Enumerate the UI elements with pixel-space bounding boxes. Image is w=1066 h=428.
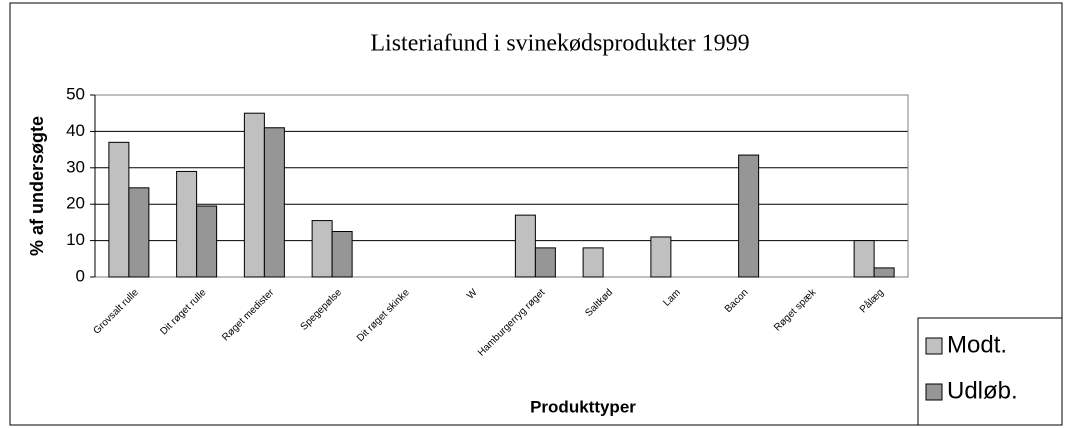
bar: [650, 236, 672, 278]
bar: [738, 154, 760, 278]
y-tick-label: 20: [66, 194, 85, 213]
y-tick-label: 0: [76, 266, 85, 285]
chart-border: [9, 2, 1063, 426]
legend-box: [917, 317, 1063, 426]
bar: [331, 231, 353, 278]
bar: [176, 170, 198, 278]
legend-swatch: [925, 337, 943, 355]
y-tick-label: 10: [66, 230, 85, 249]
chart-title: Listeriafund i svinekødsprodukter 1999: [370, 31, 749, 57]
bar: [243, 112, 265, 278]
bar: [534, 247, 556, 278]
bar: [853, 240, 875, 278]
y-axis-label: % af undersøgte: [27, 116, 47, 256]
bar: [311, 220, 333, 278]
bar: [128, 187, 150, 278]
y-tick-label: 40: [66, 121, 85, 140]
legend-label: Modt.: [947, 331, 1007, 358]
bar: [514, 214, 536, 278]
bar: [196, 205, 218, 278]
y-tick-label: 30: [66, 157, 85, 176]
bar: [108, 141, 130, 278]
y-tick-label: 50: [66, 84, 85, 103]
legend-swatch: [925, 383, 943, 401]
bar: [873, 267, 895, 278]
bar: [582, 247, 604, 278]
x-axis-label: Produkttyper: [530, 397, 636, 416]
bar: [263, 127, 285, 278]
legend-label: Udløb.: [947, 377, 1018, 404]
